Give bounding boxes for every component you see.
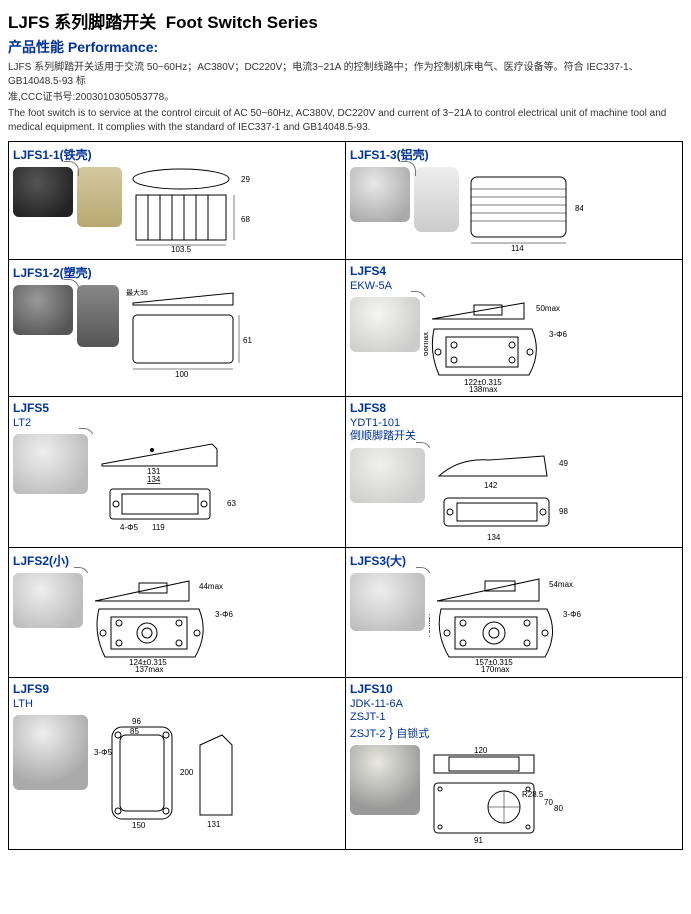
svg-text:63: 63	[227, 499, 236, 508]
cell-label: LJFS1-2(塑壳)	[13, 264, 341, 281]
svg-text:170max: 170max	[481, 665, 509, 673]
svg-text:47±0.23: 47±0.23	[429, 623, 431, 652]
product-photo-alt	[77, 285, 119, 347]
tech-drawing: 29 68 103.5	[126, 167, 341, 255]
cell-ljfs3: LJFS3(大) 54max	[346, 547, 683, 677]
tech-drawing: 最大35 61 100	[123, 285, 341, 380]
cell-label: LJFS1-1(铁壳)	[13, 146, 341, 163]
svg-text:61: 61	[243, 336, 252, 345]
cell-ljfs2: LJFS2(小) 44max	[9, 547, 346, 677]
svg-text:68max: 68max	[424, 332, 430, 356]
desc-cn-1: LJFS 系列脚踏开关适用于交流 50~60Hz；AC380V；DC220V；电…	[8, 61, 683, 89]
product-photo	[350, 573, 425, 631]
svg-text:131: 131	[207, 820, 221, 829]
cell-label: LJFS2(小)	[13, 552, 341, 569]
desc-cn-2: 准,CCC证书号:2003010305053778。	[8, 91, 683, 105]
product-photo-alt	[414, 167, 459, 232]
cell-ljfs1-3: LJFS1-3(铝壳) 84 114	[346, 142, 683, 260]
svg-text:120: 120	[474, 746, 488, 755]
perf-en: Performance:	[68, 39, 158, 55]
product-photo-alt	[77, 167, 122, 227]
desc-en: The foot switch is to service at the con…	[8, 107, 683, 135]
cell-ljfs4: LJFS4 EKW-5A 50max	[346, 260, 683, 397]
svg-text:80: 80	[554, 804, 563, 813]
product-photo	[350, 167, 410, 222]
svg-text:138max: 138max	[469, 385, 497, 392]
svg-text:3-Φ6: 3-Φ6	[215, 610, 233, 619]
cell-ljfs5: LJFS5 LT2 131 134 63	[9, 397, 346, 547]
product-photo	[13, 573, 83, 628]
tech-drawing: 50max 3-Φ6 68max 122±0.315 138max	[424, 297, 678, 392]
svg-text:29: 29	[241, 175, 250, 184]
tech-drawing: 44max 65.5max 51±0.23 3-Φ6 124±0.315 137	[87, 573, 341, 673]
cell-label: LJFS1-3(铝壳)	[350, 146, 678, 163]
cell-sub: YDT1-101 倒顺脚踏开关	[350, 417, 678, 443]
svg-text:134: 134	[147, 475, 161, 484]
cell-label: LJFS8	[350, 401, 678, 415]
tech-drawing: 96 85 3-Φ5 200 150 131	[92, 715, 341, 830]
cell-sub: EKW-5A	[350, 280, 678, 293]
svg-text:85: 85	[130, 727, 139, 736]
tech-drawing: 131 134 63 4-Φ5 119	[92, 434, 341, 534]
product-photo	[350, 297, 420, 352]
svg-text:91: 91	[474, 836, 483, 845]
svg-text:119: 119	[152, 523, 165, 532]
cell-sub: LT2	[13, 417, 341, 430]
svg-text:44max: 44max	[199, 582, 223, 591]
cell-label: LJFS3(大)	[350, 552, 678, 569]
svg-text:最大35: 最大35	[126, 288, 148, 297]
svg-text:84: 84	[575, 204, 583, 213]
svg-text:134: 134	[487, 533, 501, 542]
perf-cn: 产品性能	[8, 39, 64, 55]
tech-drawing: 54max 70max 47±0.23 3-Φ6 157±0.315 170ma	[429, 573, 678, 673]
svg-text:54max: 54max	[549, 580, 573, 589]
svg-text:49: 49	[559, 459, 568, 468]
product-photo	[13, 285, 73, 335]
cell-ljfs8: LJFS8 YDT1-101 倒顺脚踏开关 49 142 98	[346, 397, 683, 547]
cell-label: LJFS5	[13, 401, 341, 415]
tech-drawing: 84 114	[463, 167, 678, 255]
cell-ljfs1-1: LJFS1-1(铁壳) 29 68 103.5	[9, 142, 346, 260]
cell-label: LJFS10	[350, 682, 678, 696]
product-photo	[13, 715, 88, 790]
svg-text:3-Φ5: 3-Φ5	[94, 748, 112, 757]
svg-text:70: 70	[544, 798, 553, 807]
svg-text:137max: 137max	[135, 665, 163, 673]
svg-text:98: 98	[559, 507, 568, 516]
cell-ljfs9: LJFS9 LTH 96 85 3-Φ5 200	[9, 677, 346, 850]
svg-text:142: 142	[484, 481, 498, 490]
product-photo	[350, 448, 425, 503]
product-photo	[350, 745, 420, 815]
product-grid: LJFS1-1(铁壳) 29 68 103.5	[8, 141, 683, 850]
cell-label: LJFS4	[350, 264, 678, 278]
title-cn: LJFS 系列脚踏开关	[8, 13, 156, 32]
svg-text:3-Φ6: 3-Φ6	[563, 610, 581, 619]
title-en: Foot Switch Series	[166, 13, 318, 32]
svg-text:R28.5: R28.5	[522, 790, 544, 799]
cell-sub: JDK-11-6A ZSJT-1 ZSJT-2 } 自锁式	[350, 698, 678, 742]
product-photo	[13, 434, 88, 494]
tech-drawing: 120 R28.5 70 80 91	[424, 745, 678, 845]
svg-text:103.5: 103.5	[171, 245, 192, 254]
svg-text:50max: 50max	[536, 304, 560, 313]
svg-text:68: 68	[241, 215, 250, 224]
svg-text:100: 100	[175, 370, 189, 379]
svg-text:4-Φ5: 4-Φ5	[120, 523, 138, 532]
svg-text:114: 114	[511, 244, 524, 253]
svg-text:150: 150	[132, 821, 146, 830]
svg-text:96: 96	[132, 717, 141, 726]
cell-ljfs10: LJFS10 JDK-11-6A ZSJT-1 ZSJT-2 } 自锁式 120	[346, 677, 683, 850]
product-photo	[13, 167, 73, 217]
cell-sub: LTH	[13, 698, 341, 711]
tech-drawing: 49 142 98 134	[429, 448, 678, 543]
svg-text:3-Φ6: 3-Φ6	[549, 330, 567, 339]
cell-label: LJFS9	[13, 682, 341, 696]
svg-text:200: 200	[180, 768, 194, 777]
cell-ljfs1-2: LJFS1-2(塑壳) 最大35 61 100	[9, 260, 346, 397]
